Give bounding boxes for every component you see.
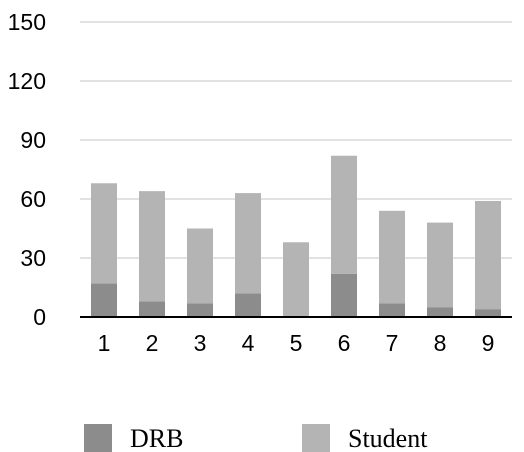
x-tick-label: 1 <box>98 330 111 356</box>
legend-swatch-student <box>302 424 330 452</box>
bar-student-8 <box>427 222 453 308</box>
x-tick-label: 3 <box>194 330 207 356</box>
bar-drb-9 <box>475 309 501 317</box>
y-tick-label: 30 <box>20 245 46 271</box>
x-tick-label: 7 <box>386 330 399 356</box>
legend-label-student: Student <box>348 424 428 452</box>
x-tick-label: 4 <box>242 330 255 356</box>
bar-drb-7 <box>379 303 405 317</box>
bar-drb-4 <box>235 293 261 317</box>
legend: DRB Student <box>84 424 428 452</box>
bar-student-6 <box>331 155 357 274</box>
bars <box>91 155 501 317</box>
bar-drb-2 <box>139 301 165 317</box>
legend-swatch-drb <box>84 424 112 452</box>
x-axis-ticks: 1 2 3 4 5 6 7 8 9 <box>98 330 495 356</box>
legend-label-drb: DRB <box>130 424 183 452</box>
y-tick-label: 90 <box>20 127 46 153</box>
y-tick-label: 0 <box>33 304 46 330</box>
x-tick-label: 2 <box>146 330 159 356</box>
legend-item-drb: DRB <box>84 424 183 452</box>
bar-drb-8 <box>427 307 453 317</box>
y-tick-label: 150 <box>8 9 46 35</box>
y-axis-ticks: 0 30 60 90 120 150 <box>8 9 46 330</box>
x-tick-label: 6 <box>338 330 351 356</box>
x-tick-label: 8 <box>434 330 447 356</box>
bar-student-1 <box>91 183 117 284</box>
x-tick-label: 9 <box>482 330 495 356</box>
legend-item-student: Student <box>302 424 428 452</box>
y-tick-label: 120 <box>8 68 46 94</box>
bar-drb-6 <box>331 273 357 317</box>
bar-student-5 <box>283 242 309 317</box>
bar-student-9 <box>475 200 501 310</box>
bar-student-4 <box>235 193 261 294</box>
x-tick-label: 5 <box>290 330 303 356</box>
bar-student-3 <box>187 228 213 304</box>
bar-student-2 <box>139 191 165 302</box>
bar-drb-1 <box>91 283 117 317</box>
bar-drb-3 <box>187 303 213 317</box>
bar-student-7 <box>379 210 405 304</box>
y-tick-label: 60 <box>20 186 46 212</box>
